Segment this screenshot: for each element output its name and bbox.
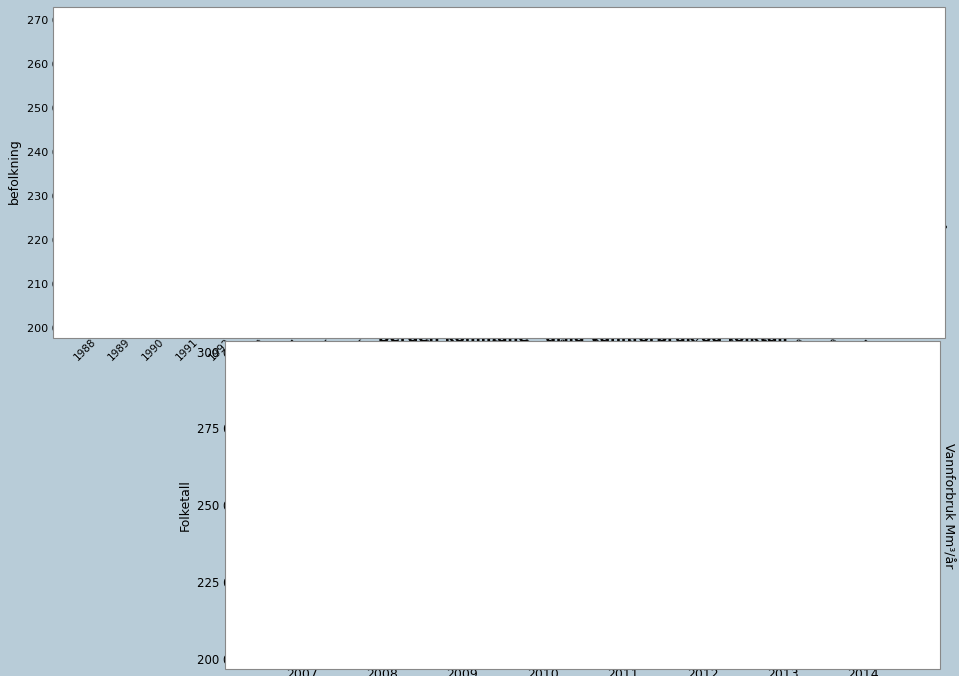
Bar bbox=[762, 117, 784, 676]
Bar bbox=[797, 99, 818, 676]
Bar bbox=[627, 163, 649, 676]
Bar bbox=[278, 518, 326, 676]
Bar bbox=[830, 77, 853, 676]
Bar bbox=[560, 183, 582, 676]
Bar bbox=[425, 216, 447, 676]
Bar bbox=[493, 200, 515, 676]
Bar bbox=[358, 226, 380, 676]
Bar bbox=[155, 277, 176, 676]
Bar bbox=[729, 132, 751, 676]
Bar bbox=[324, 233, 346, 676]
Bar bbox=[679, 464, 727, 676]
Title: Bergen kommune - årlig vannforbruk og folktall: Bergen kommune - årlig vannforbruk og fo… bbox=[378, 328, 787, 345]
Bar bbox=[839, 437, 887, 676]
Bar bbox=[290, 240, 312, 676]
Y-axis label: befolkning: befolkning bbox=[9, 138, 21, 203]
Bar bbox=[438, 496, 486, 676]
Bar bbox=[526, 191, 549, 676]
Bar bbox=[87, 284, 109, 676]
Bar bbox=[759, 458, 807, 676]
Bar bbox=[189, 273, 211, 676]
Y-axis label: Vannforbruk Mm³/år: Vannforbruk Mm³/år bbox=[942, 443, 954, 568]
Y-axis label: vannforbruk  Mm³/år: vannforbruk Mm³/år bbox=[932, 106, 945, 235]
Y-axis label: Folketall: Folketall bbox=[178, 479, 191, 531]
Bar bbox=[864, 64, 886, 676]
Bar bbox=[598, 471, 646, 676]
Bar bbox=[121, 279, 143, 676]
Bar bbox=[662, 154, 684, 676]
Bar bbox=[391, 220, 413, 676]
Bar bbox=[458, 211, 480, 676]
Bar bbox=[695, 145, 717, 676]
Bar bbox=[256, 247, 278, 676]
Bar bbox=[222, 258, 245, 676]
Bar bbox=[519, 484, 567, 676]
Bar bbox=[594, 178, 616, 676]
Bar bbox=[359, 512, 407, 676]
Legend: Befolkning, Vannforbruk Mm3/år: Befolkning, Vannforbruk Mm3/år bbox=[331, 22, 495, 64]
